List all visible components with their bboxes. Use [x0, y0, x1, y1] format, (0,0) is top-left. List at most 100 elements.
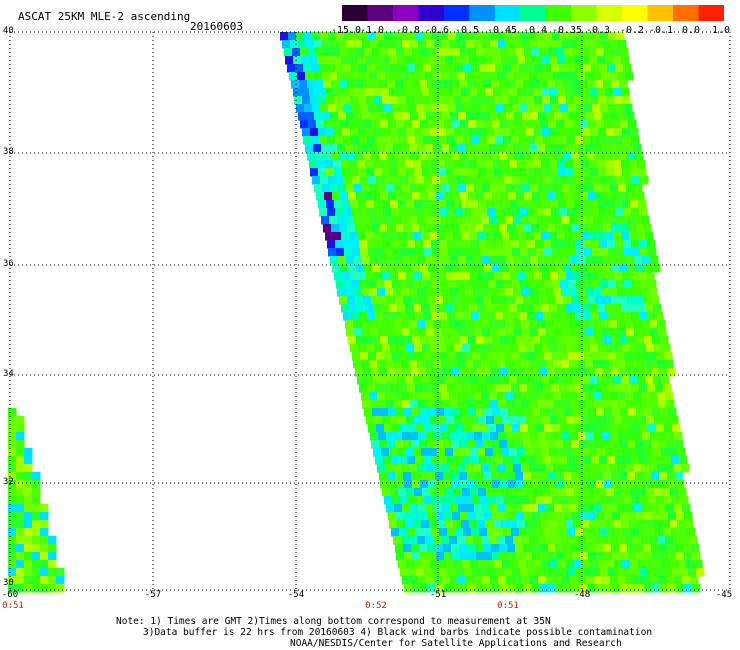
swath-cell: [497, 464, 506, 473]
swath-cell: [368, 104, 377, 113]
swath-cell: [8, 416, 17, 425]
swath-cell: [371, 152, 380, 161]
swath-cell: [374, 168, 383, 177]
swath-cell: [459, 472, 468, 481]
swath-cell: [604, 264, 613, 273]
swath-cell: [377, 216, 386, 225]
swath-cell: [533, 304, 542, 313]
swath-cell: [558, 344, 567, 353]
swath-cell: [530, 504, 539, 513]
swath-cell: [572, 120, 581, 129]
swath-cell: [505, 216, 514, 225]
swath-cell: [674, 432, 683, 441]
swath-cell: [534, 560, 543, 569]
swath-cell: [573, 520, 582, 529]
swath-cell: [543, 208, 552, 217]
swath-cell: [459, 224, 468, 233]
swath-cell: [460, 584, 469, 593]
swath-cell: [544, 496, 553, 505]
swath-cell: [661, 376, 670, 385]
swath-cell: [358, 128, 367, 137]
swath-cell: [392, 280, 401, 289]
swath-cell: [521, 536, 530, 545]
swath-cell: [552, 280, 561, 289]
swath-cell: [614, 416, 623, 425]
swath-cell: [586, 400, 595, 409]
swath-cell: [418, 40, 427, 49]
swath-cell: [625, 360, 634, 369]
swath-cell: [344, 280, 353, 289]
swath-cell: [645, 304, 654, 313]
swath-cell: [361, 72, 370, 81]
swath-cell: [40, 568, 49, 577]
swath-cell: [645, 520, 654, 529]
swath-cell: [517, 232, 526, 241]
swath-cell: [378, 432, 387, 441]
swath-cell: [398, 96, 407, 105]
swath-cell: [446, 488, 455, 497]
swath-cell: [451, 472, 460, 481]
swath-cell: [356, 192, 365, 201]
swath-cell: [363, 296, 372, 305]
swath-cell: [555, 80, 564, 89]
swath-cell: [366, 128, 375, 137]
swath-cell: [596, 336, 605, 345]
swath-cell: [602, 184, 611, 193]
swath-cell: [686, 560, 695, 569]
swath-cell: [424, 424, 433, 433]
swath-cell: [520, 496, 529, 505]
swath-cell: [457, 72, 466, 81]
swath-cell: [548, 408, 557, 417]
swath-cell: [416, 176, 425, 185]
swath-cell: [436, 552, 445, 561]
swath-cell: [596, 552, 605, 561]
swath-cell: [479, 136, 488, 145]
swath-cell: [576, 424, 585, 433]
swath-cell: [549, 304, 558, 313]
swath-cell: [48, 552, 57, 561]
swath-cell: [354, 256, 363, 265]
swath-cell: [477, 160, 486, 169]
swath-cell: [424, 352, 433, 361]
swath-cell: [531, 152, 540, 161]
swath-cell: [571, 224, 580, 233]
swath-cell: [542, 344, 551, 353]
swath-cell: [452, 336, 461, 345]
swath-cell: [609, 360, 618, 369]
swath-cell: [513, 392, 522, 401]
swath-cell: [507, 440, 516, 449]
swath-cell: [495, 528, 504, 537]
swath-cell: [331, 152, 340, 161]
swath-cell: [48, 568, 57, 577]
swath-cell: [543, 528, 552, 537]
swath-cell: [564, 512, 573, 521]
swath-cell: [628, 120, 637, 129]
swath-cell: [670, 416, 679, 425]
swath-cell: [449, 144, 458, 153]
swath-cell: [545, 288, 554, 297]
swath-cell: [425, 464, 434, 473]
swath-cell: [640, 280, 649, 289]
swath-cell: [548, 584, 557, 593]
swath-cell: [430, 96, 439, 105]
swath-cell: [612, 264, 621, 273]
swath-cell: [352, 104, 361, 113]
swath-cell: [637, 232, 646, 241]
swath-cell: [668, 408, 677, 417]
swath-cell: [587, 152, 596, 161]
swath-cell: [526, 200, 535, 209]
swath-cell: [426, 112, 435, 121]
swath-cell: [585, 320, 594, 329]
swath-cell: [340, 264, 349, 273]
swath-cell: [326, 96, 335, 105]
swath-cell: [463, 312, 472, 321]
swath-cell: [372, 408, 381, 417]
swath-cell: [383, 64, 392, 73]
swath-cell: [524, 584, 533, 593]
swath-cell: [587, 544, 596, 553]
swath-cell: [603, 224, 612, 233]
swath-cell: [529, 392, 538, 401]
swath-cell: [580, 264, 589, 273]
swath-cell: [604, 48, 613, 57]
